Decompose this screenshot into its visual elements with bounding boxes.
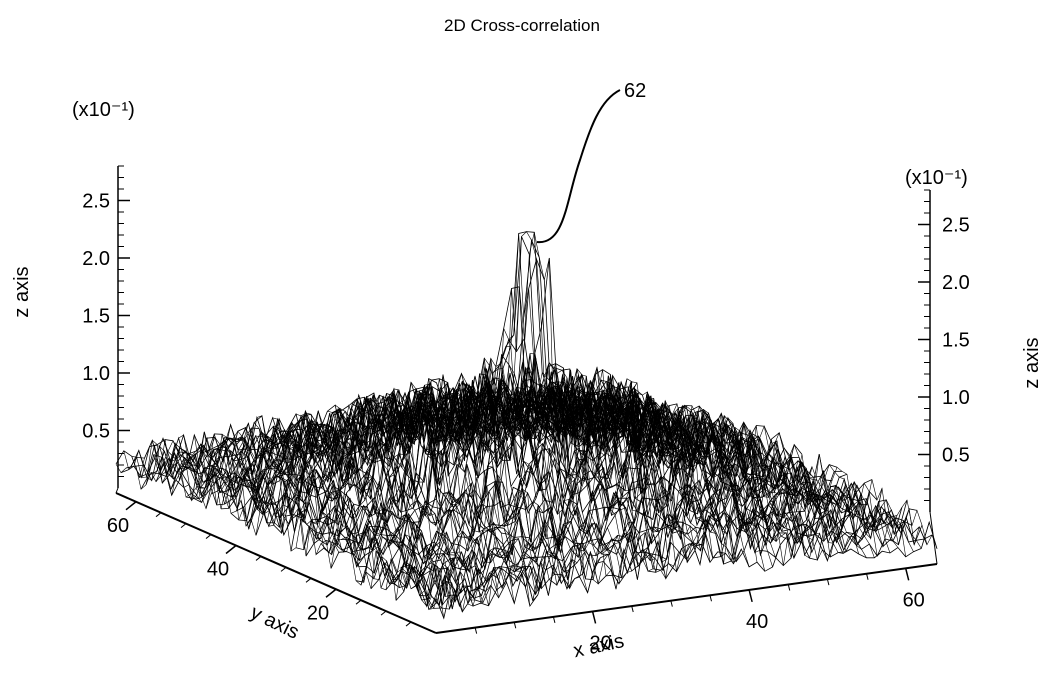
peak-leader-line [537,90,620,242]
y-minor-tick [231,546,236,550]
y-minor-tick [181,524,186,528]
y-minor-tick [356,600,361,604]
z-tick-label-right: 0.5 [942,445,970,467]
y-axis-label: y axis [247,602,303,644]
y-minor-tick [306,578,311,582]
y-minor-tick [256,556,261,560]
z-tick-label-right: 1.0 [942,387,970,409]
z-multiplier-right: (x10⁻¹) [905,167,968,189]
z-axis-label-left: z axis [11,266,33,317]
x-axis-label: x axis [571,630,626,662]
z-tick-label-right: 2.0 [942,272,970,294]
y-minor-tick [206,535,211,539]
y-minor-tick [331,589,336,593]
x-tick-label: 60 [903,589,925,611]
z-tick-label-right: 1.5 [942,330,970,352]
y-minor-tick [131,502,136,506]
y-minor-tick [381,611,386,615]
y-tick-label: 20 [307,602,329,624]
z-tick-label-left: 1.5 [82,306,110,328]
y-minor-tick [156,513,161,517]
peak-callout-label: 62 [624,80,646,102]
surface-row-line [436,522,937,618]
z-tick-label-left: 2.5 [82,191,110,213]
y-tick-label: 60 [107,515,129,537]
surface-mesh [116,232,937,619]
surface-row-line [421,514,922,610]
z-axis-label-right: z axis [1021,337,1043,388]
z-tick-label-right: 2.5 [942,215,970,237]
z-tick-label-left: 1.0 [82,363,110,385]
y-minor-tick [281,567,286,571]
z-multiplier-left: (x10⁻¹) [72,99,135,121]
y-minor-tick [406,622,411,626]
chart-title: 2D Cross-correlation [444,16,600,35]
z-tick-label-left: 0.5 [82,421,110,443]
x-tick-label: 40 [746,611,768,633]
z-tick-label-left: 2.0 [82,248,110,270]
surface-row-line [426,518,927,609]
left-corner-edge [116,488,118,493]
right-corner-edge [930,512,937,564]
y-tick-label: 40 [207,559,229,581]
